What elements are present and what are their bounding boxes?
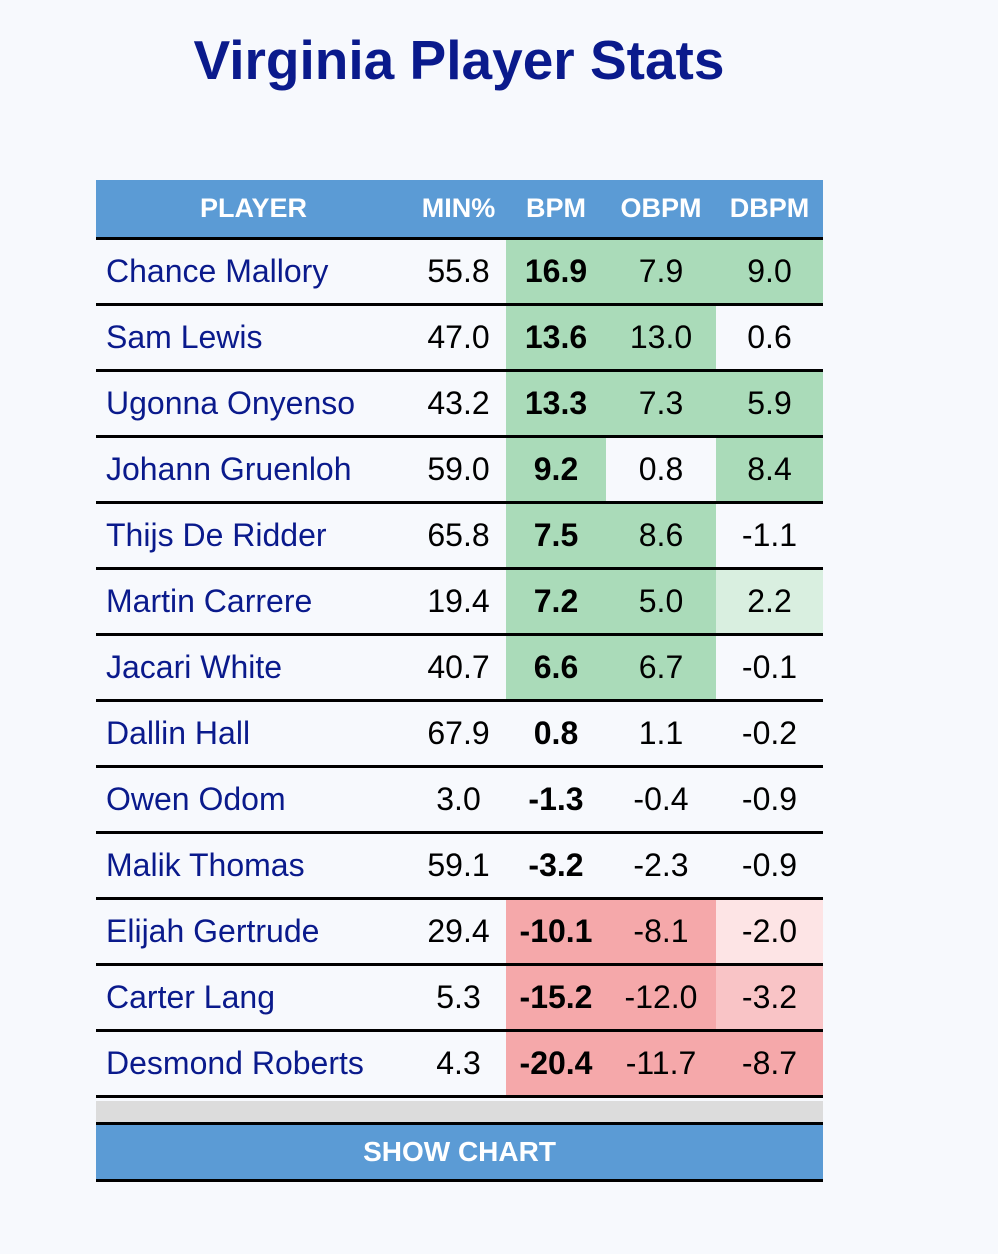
column-header-obpm[interactable]: OBPM: [606, 180, 716, 240]
table-row: Desmond Roberts 4.3 -20.4 -11.7 -8.7: [96, 1030, 823, 1098]
column-header-bpm[interactable]: BPM: [506, 180, 606, 240]
table-row: Jacari White 40.7 6.6 6.7 -0.1: [96, 634, 823, 702]
bpm-cell: 7.2: [506, 568, 606, 636]
page-title: Virginia Player Stats: [193, 29, 725, 91]
table-row: Dallin Hall 67.9 0.8 1.1 -0.2: [96, 700, 823, 768]
show-chart-button[interactable]: SHOW CHART: [96, 1122, 823, 1182]
table-body: Chance Mallory 55.8 16.9 7.9 9.0 Sam Lewis 47.…: [96, 238, 823, 1098]
dbpm-cell: -0.1: [716, 634, 823, 702]
player-name-link[interactable]: Malik Thomas: [96, 832, 411, 900]
bpm-cell: 0.8: [506, 700, 606, 768]
table-row: Ugonna Onyenso 43.2 13.3 7.3 5.9: [96, 370, 823, 438]
dbpm-cell: 5.9: [716, 370, 823, 438]
obpm-cell: 1.1: [606, 700, 716, 768]
table-row: Martin Carrere 19.4 7.2 5.0 2.2: [96, 568, 823, 636]
bpm-cell: 16.9: [506, 238, 606, 306]
min-pct-cell: 4.3: [411, 1030, 506, 1098]
table-row: Sam Lewis 47.0 13.6 13.0 0.6: [96, 304, 823, 372]
min-pct-cell: 59.1: [411, 832, 506, 900]
min-pct-cell: 43.2: [411, 370, 506, 438]
min-pct-cell: 3.0: [411, 766, 506, 834]
table-row: Elijah Gertrude 29.4 -10.1 -8.1 -2.0: [96, 898, 823, 966]
table-footer-divider: [96, 1101, 823, 1122]
player-name-link[interactable]: Ugonna Onyenso: [96, 370, 411, 438]
dbpm-cell: -0.9: [716, 832, 823, 900]
table-row: Chance Mallory 55.8 16.9 7.9 9.0: [96, 238, 823, 306]
table-header-row: PLAYER MIN% BPM OBPM DBPM: [96, 180, 823, 240]
min-pct-cell: 59.0: [411, 436, 506, 504]
dbpm-cell: -0.2: [716, 700, 823, 768]
bpm-cell: -10.1: [506, 898, 606, 966]
obpm-cell: -11.7: [606, 1030, 716, 1098]
player-name-link[interactable]: Dallin Hall: [96, 700, 411, 768]
column-header-dbpm[interactable]: DBPM: [716, 180, 823, 240]
bpm-cell: 9.2: [506, 436, 606, 504]
obpm-cell: 7.9: [606, 238, 716, 306]
player-name-link[interactable]: Carter Lang: [96, 964, 411, 1032]
bpm-cell: 7.5: [506, 502, 606, 570]
min-pct-cell: 47.0: [411, 304, 506, 372]
table-row: Johann Gruenloh 59.0 9.2 0.8 8.4: [96, 436, 823, 504]
obpm-cell: 8.6: [606, 502, 716, 570]
dbpm-cell: 2.2: [716, 568, 823, 636]
player-name-link[interactable]: Jacari White: [96, 634, 411, 702]
player-name-link[interactable]: Elijah Gertrude: [96, 898, 411, 966]
obpm-cell: -0.4: [606, 766, 716, 834]
column-header-player[interactable]: PLAYER: [96, 180, 411, 240]
bpm-cell: 13.6: [506, 304, 606, 372]
bpm-cell: -3.2: [506, 832, 606, 900]
obpm-cell: -2.3: [606, 832, 716, 900]
obpm-cell: 5.0: [606, 568, 716, 636]
player-name-link[interactable]: Johann Gruenloh: [96, 436, 411, 504]
obpm-cell: 13.0: [606, 304, 716, 372]
min-pct-cell: 67.9: [411, 700, 506, 768]
min-pct-cell: 40.7: [411, 634, 506, 702]
column-header-min-pct[interactable]: MIN%: [411, 180, 506, 240]
min-pct-cell: 29.4: [411, 898, 506, 966]
bpm-cell: -1.3: [506, 766, 606, 834]
table-row: Malik Thomas 59.1 -3.2 -2.3 -0.9: [96, 832, 823, 900]
bpm-cell: -20.4: [506, 1030, 606, 1098]
min-pct-cell: 65.8: [411, 502, 506, 570]
dbpm-cell: -8.7: [716, 1030, 823, 1098]
player-name-link[interactable]: Martin Carrere: [96, 568, 411, 636]
dbpm-cell: 9.0: [716, 238, 823, 306]
bpm-cell: 6.6: [506, 634, 606, 702]
table-row: Carter Lang 5.3 -15.2 -12.0 -3.2: [96, 964, 823, 1032]
player-name-link[interactable]: Sam Lewis: [96, 304, 411, 372]
player-name-link[interactable]: Owen Odom: [96, 766, 411, 834]
player-name-link[interactable]: Desmond Roberts: [96, 1030, 411, 1098]
player-stats-table: PLAYER MIN% BPM OBPM DBPM Chance Mallory…: [96, 180, 823, 1098]
table-row: Owen Odom 3.0 -1.3 -0.4 -0.9: [96, 766, 823, 834]
dbpm-cell: 8.4: [716, 436, 823, 504]
obpm-cell: 6.7: [606, 634, 716, 702]
dbpm-cell: -2.0: [716, 898, 823, 966]
obpm-cell: -8.1: [606, 898, 716, 966]
obpm-cell: -12.0: [606, 964, 716, 1032]
bpm-cell: 13.3: [506, 370, 606, 438]
table-row: Thijs De Ridder 65.8 7.5 8.6 -1.1: [96, 502, 823, 570]
dbpm-cell: 0.6: [716, 304, 823, 372]
bpm-cell: -15.2: [506, 964, 606, 1032]
min-pct-cell: 19.4: [411, 568, 506, 636]
player-name-link[interactable]: Thijs De Ridder: [96, 502, 411, 570]
obpm-cell: 7.3: [606, 370, 716, 438]
dbpm-cell: -0.9: [716, 766, 823, 834]
obpm-cell: 0.8: [606, 436, 716, 504]
dbpm-cell: -1.1: [716, 502, 823, 570]
dbpm-cell: -3.2: [716, 964, 823, 1032]
min-pct-cell: 5.3: [411, 964, 506, 1032]
min-pct-cell: 55.8: [411, 238, 506, 306]
player-name-link[interactable]: Chance Mallory: [96, 238, 411, 306]
